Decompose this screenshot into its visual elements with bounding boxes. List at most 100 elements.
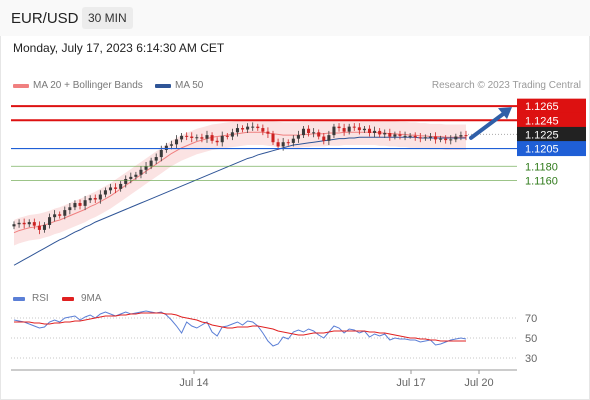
rsi-series-1 (14, 312, 466, 342)
candle-body (312, 132, 316, 134)
candle-body (88, 198, 92, 201)
candle-body (73, 203, 77, 208)
candle-body (119, 183, 123, 189)
candle-body (108, 187, 113, 191)
candle-body (195, 137, 199, 139)
target-level-label: 1.1180 (525, 161, 558, 173)
candle-body (307, 128, 311, 134)
candle-body (134, 174, 138, 177)
candle-body (230, 132, 234, 137)
candle-body (154, 157, 158, 161)
bollinger-band-fill (14, 119, 466, 246)
candle-body (444, 138, 448, 141)
candle-body (281, 142, 285, 147)
candle-body (164, 145, 168, 150)
candle-body (124, 178, 128, 184)
support-level-tag (517, 141, 586, 157)
candle-body (63, 210, 67, 216)
candle-body (53, 214, 57, 218)
candle-body (266, 131, 270, 134)
candle-body (22, 222, 26, 225)
candle-body (327, 135, 331, 141)
current-price-label: 1.1225 (525, 129, 559, 141)
candle-body (235, 128, 239, 133)
candle-body (261, 128, 265, 132)
rsi-panel: 70 50 30 (11, 310, 537, 365)
candle-body (271, 133, 275, 143)
resistance-level-tag (517, 98, 586, 114)
candle-body (114, 187, 118, 189)
candle-body (378, 130, 382, 135)
candle-body (342, 128, 346, 132)
chart-header: EUR/USD 30 MIN (0, 0, 590, 36)
timeframe-button[interactable]: 30 MIN (82, 7, 133, 29)
candle-body (251, 126, 255, 128)
x-tick-label: Jul 14 (179, 377, 208, 389)
candle-body (464, 135, 468, 137)
forecast-arrow-head (498, 107, 512, 120)
candle-body (144, 166, 148, 170)
candle-body (373, 130, 377, 134)
legend-label-ma20: MA 20 + Bollinger Bands (33, 80, 143, 91)
candle-body (103, 190, 107, 195)
candles (12, 122, 468, 235)
x-tick-label: Jul 17 (396, 377, 425, 389)
candle-body (78, 203, 82, 206)
candle-body (286, 142, 290, 144)
symbol-label: EUR/USD (11, 10, 79, 27)
x-axis: Jul 14 Jul 17 Jul 20 (11, 369, 517, 389)
candle-body (246, 126, 250, 130)
candle-body (225, 135, 229, 137)
rsi-series-0 (13, 310, 467, 347)
candle-body (48, 217, 52, 225)
candle-body (139, 169, 143, 175)
candle-body (58, 214, 62, 216)
candle-body (210, 135, 214, 141)
candle-body (337, 126, 341, 129)
candle-body (393, 134, 397, 137)
candle-body (169, 144, 173, 146)
x-tick-label: Jul 20 (464, 377, 493, 389)
candle-body (68, 207, 72, 211)
candle-body (276, 142, 280, 147)
legend-label-ma50: MA 50 (175, 80, 204, 91)
current-price-tag (517, 126, 586, 142)
candle-body (256, 126, 260, 129)
bollinger-band (14, 119, 466, 246)
legend-label-9ma: 9MA (81, 293, 102, 304)
timestamp: Monday, July 17, 2023 6:14:30 AM CET (13, 41, 225, 55)
candle-body (190, 136, 194, 138)
candle-body (398, 134, 402, 136)
support-level-label: 1.1205 (525, 144, 559, 156)
candle-body (159, 149, 163, 158)
candle-body (449, 139, 453, 141)
price-levels: 1.1265 1.1245 1.1225 1.1205 1.1180 1.1160 (11, 98, 586, 187)
legend-swatch-rsi (13, 297, 25, 301)
candle-body (388, 133, 392, 137)
candle-body (454, 136, 458, 140)
legend-item-9ma: 9MA (62, 293, 102, 304)
candle-body (423, 137, 427, 139)
candle-body (215, 140, 219, 143)
candle-body (291, 138, 295, 143)
candle-body (241, 128, 245, 130)
candle-body (180, 135, 184, 140)
target-level-label: 1.1160 (525, 175, 558, 187)
legend-item-rsi: RSI (13, 293, 49, 304)
legend-item-ma20: MA 20 + Bollinger Bands (13, 80, 143, 91)
candle-body (317, 132, 321, 137)
candle-body (357, 127, 361, 131)
candle-body (12, 224, 16, 227)
rsi-tick-label: 50 (525, 333, 537, 345)
candle-body (220, 135, 224, 143)
candle-body (403, 135, 407, 137)
candle-body (383, 133, 387, 135)
candle-body (174, 139, 179, 145)
candle-body (32, 222, 36, 226)
candle-body (352, 126, 356, 128)
candle-body (27, 222, 31, 225)
candle-body (413, 135, 417, 138)
candle-body (322, 136, 326, 141)
candle-body (185, 135, 189, 137)
